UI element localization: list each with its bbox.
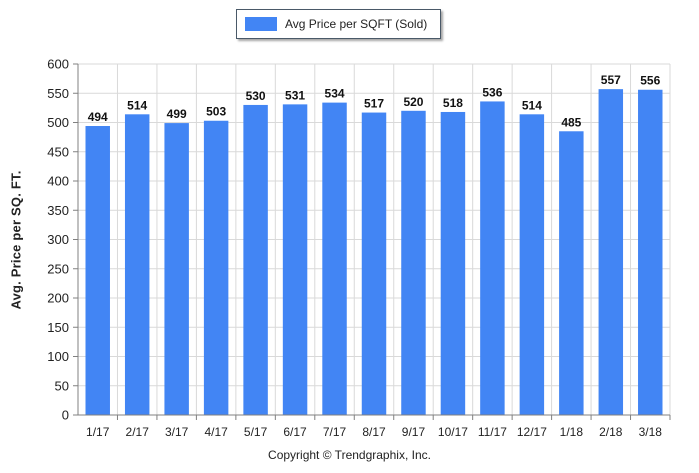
bar xyxy=(519,114,545,415)
y-tick-label: 0 xyxy=(62,408,69,423)
x-tick-label: 4/17 xyxy=(204,425,228,439)
x-tick-label: 7/17 xyxy=(323,425,347,439)
data-label: 557 xyxy=(601,73,621,87)
bar xyxy=(243,104,268,415)
y-tick-label: 400 xyxy=(47,174,69,189)
bar xyxy=(85,126,110,415)
x-tick-label: 8/17 xyxy=(362,425,386,439)
legend-swatch xyxy=(245,17,277,31)
x-tick-label: 11/17 xyxy=(478,425,507,439)
bar xyxy=(322,102,347,416)
bar xyxy=(480,101,505,415)
bar xyxy=(361,112,387,416)
y-tick-label: 250 xyxy=(47,261,69,276)
data-label: 520 xyxy=(403,95,423,109)
data-label: 518 xyxy=(443,96,463,110)
x-tick-label: 10/17 xyxy=(438,425,468,439)
data-label: 514 xyxy=(522,98,542,112)
y-tick-label: 550 xyxy=(47,86,69,101)
data-label: 556 xyxy=(640,74,660,88)
y-tick-label: 200 xyxy=(47,291,69,306)
data-label: 536 xyxy=(482,85,502,99)
legend-label: Avg Price per SQFT (Sold) xyxy=(285,17,428,31)
y-tick-label: 500 xyxy=(47,115,69,130)
x-tick-label: 5/17 xyxy=(244,425,268,439)
y-tick-label: 100 xyxy=(47,349,69,364)
legend: Avg Price per SQFT (Sold) xyxy=(236,9,441,39)
copyright-footer: Copyright © Trendgraphix, Inc. xyxy=(268,448,431,462)
bar xyxy=(440,111,466,415)
bar xyxy=(598,89,624,415)
x-tick-label: 6/17 xyxy=(283,425,307,439)
bar xyxy=(164,123,189,416)
data-label: 530 xyxy=(246,89,266,103)
bar xyxy=(124,114,150,415)
bar xyxy=(559,131,584,415)
y-tick-label: 450 xyxy=(47,144,69,159)
x-tick-label: 3/18 xyxy=(639,425,663,439)
bar xyxy=(203,120,229,416)
bars xyxy=(85,89,663,416)
data-labels: 494 514 499 503 530 531 534 517 520 518 536 514 485 5… xyxy=(88,73,661,129)
x-tick-label: 1/18 xyxy=(560,425,584,439)
x-tick-label: 2/18 xyxy=(599,425,623,439)
y-tick-label: 150 xyxy=(47,320,69,335)
bar xyxy=(638,89,663,416)
data-label: 485 xyxy=(561,115,581,129)
x-tick-label: 2/17 xyxy=(126,425,150,439)
data-label: 514 xyxy=(127,98,147,112)
bar xyxy=(282,104,308,416)
data-label: 534 xyxy=(325,87,345,101)
y-tick-label: 50 xyxy=(55,378,69,393)
bar xyxy=(401,110,426,416)
y-tick-label: 600 xyxy=(47,57,69,72)
data-label: 499 xyxy=(167,107,187,121)
x-tick-label: 3/17 xyxy=(165,425,189,439)
y-tick-label: 350 xyxy=(47,203,69,218)
y-tick-label: 300 xyxy=(47,232,69,247)
x-tick-label: 12/17 xyxy=(517,425,547,439)
data-label: 494 xyxy=(88,110,108,124)
data-label: 531 xyxy=(285,88,305,102)
x-tick-label: 1/17 xyxy=(86,425,110,439)
x-tick-label: 9/17 xyxy=(402,425,426,439)
axes: 0 50 100 150 200 250 300 350 400 450 500 550 600 1/17… xyxy=(47,57,671,439)
data-label: 503 xyxy=(206,105,226,119)
data-label: 517 xyxy=(364,97,384,111)
